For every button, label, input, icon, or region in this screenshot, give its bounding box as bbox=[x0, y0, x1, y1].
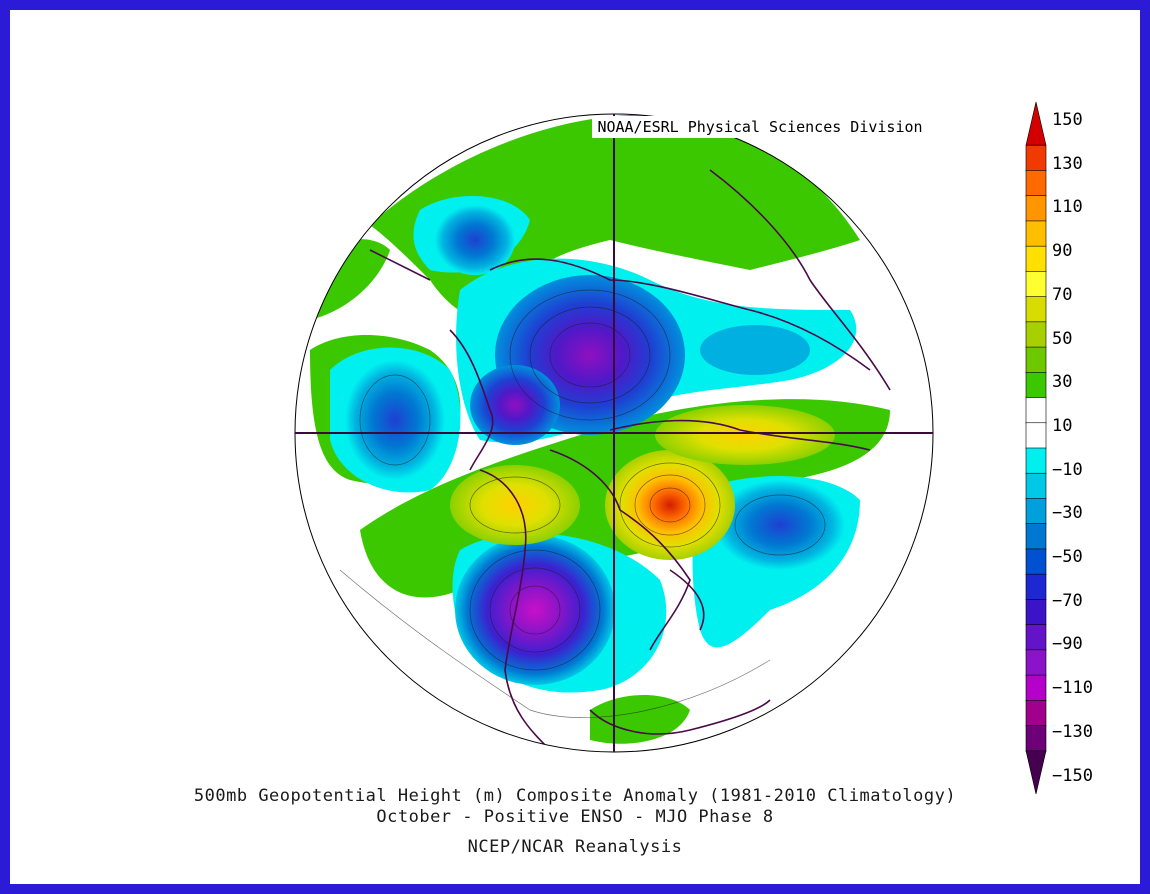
caption-source: NCEP/NCAR Reanalysis bbox=[467, 837, 683, 857]
colorbar-tick-label: −70 bbox=[1052, 590, 1083, 611]
colorbar-tick-label: −110 bbox=[1052, 678, 1093, 699]
colorbar-swatch bbox=[1025, 674, 1047, 702]
caption-subtitle: October - Positive ENSO - MJO Phase 8 bbox=[376, 807, 774, 827]
siberia-weak-low bbox=[700, 325, 810, 375]
colorbar-swatch bbox=[1025, 649, 1047, 676]
colorbar-swatch bbox=[1025, 321, 1047, 348]
coastlines bbox=[369, 169, 891, 751]
colorbar-tick-label: 30 bbox=[1052, 372, 1073, 393]
colorbar-swatch bbox=[1025, 700, 1047, 727]
colorbar-tick-label: 70 bbox=[1052, 284, 1073, 305]
colorbar-tick-label: 150 bbox=[1052, 110, 1083, 130]
colorbar bbox=[1025, 101, 1047, 795]
polar-stereographic-map bbox=[294, 101, 1047, 795]
colorbar-tick-label: −10 bbox=[1052, 459, 1083, 480]
colorbar-swatch bbox=[1025, 144, 1047, 172]
colorbar-tick-label: −150 bbox=[1052, 765, 1093, 786]
colorbar-tick-label: 130 bbox=[1052, 153, 1083, 174]
colorbar-swatch bbox=[1025, 372, 1047, 399]
colorbar-swatch bbox=[1025, 296, 1047, 323]
colorbar-swatch bbox=[1025, 725, 1047, 752]
colorbar-tick-label: −90 bbox=[1052, 634, 1083, 655]
colorbar-tick-label: 10 bbox=[1052, 415, 1073, 436]
caption-title: 500mb Geopotential Height (m) Composite … bbox=[193, 786, 957, 806]
canada-ridge bbox=[450, 465, 580, 545]
colorbar-swatch bbox=[1025, 472, 1047, 500]
colorbar-swatch bbox=[1025, 447, 1047, 475]
siberia-ridge bbox=[655, 405, 835, 465]
colorbar-swatch bbox=[1025, 245, 1047, 273]
colorbar-swatch bbox=[1025, 195, 1047, 222]
anomaly-field bbox=[295, 114, 933, 752]
colorbar-swatch bbox=[1025, 599, 1047, 626]
colorbar-swatch bbox=[1025, 498, 1047, 525]
greenland-sea-low bbox=[435, 205, 515, 275]
north-america-low bbox=[455, 535, 615, 685]
colorbar-swatch bbox=[1025, 523, 1047, 550]
colorbar-swatch bbox=[1025, 422, 1047, 449]
colorbar-swatch bbox=[1025, 573, 1047, 601]
colorbar-tick-label: −130 bbox=[1052, 721, 1093, 742]
colorbar-swatch bbox=[1025, 624, 1047, 651]
north-pacific-low bbox=[715, 480, 845, 570]
colorbar-swatch bbox=[1025, 397, 1047, 424]
colorbar-tick-label: 50 bbox=[1052, 328, 1073, 349]
colorbar-tick-label: 90 bbox=[1052, 241, 1073, 262]
colorbar-swatch bbox=[1025, 548, 1047, 575]
colorbar-tick-label: −50 bbox=[1052, 547, 1083, 567]
figure-panel: NOAA/ESRL Physical Sciences Division 500… bbox=[10, 10, 1140, 884]
colorbar-tick-label: 110 bbox=[1052, 197, 1083, 218]
colorbar-swatch bbox=[1025, 220, 1047, 247]
colorbar-swatch bbox=[1025, 271, 1047, 298]
colorbar-swatch bbox=[1025, 750, 1047, 795]
colorbar-swatch bbox=[1025, 170, 1047, 197]
credit-label: NOAA/ESRL Physical Sciences Division bbox=[592, 116, 928, 138]
colorbar-swatch bbox=[1025, 101, 1047, 146]
colorbar-swatch bbox=[1025, 346, 1047, 374]
alaska-high bbox=[605, 450, 735, 560]
colorbar-tick-label: −30 bbox=[1052, 503, 1083, 524]
north-atlantic-low bbox=[345, 360, 445, 480]
